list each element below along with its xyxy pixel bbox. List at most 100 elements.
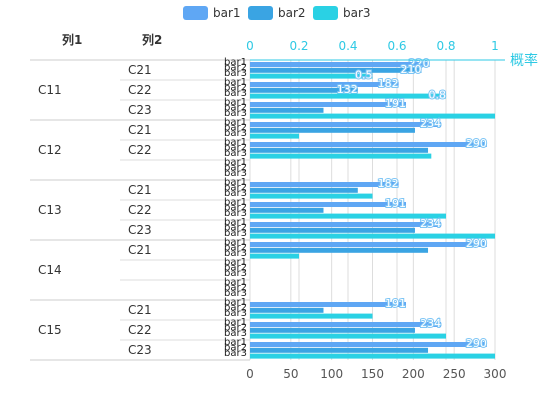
bottom-tick-label: 100 [320,367,343,381]
row-label-C21: C21 [128,183,152,197]
series-tag-bar3: bar3 [224,68,247,79]
bar-bar3 [250,133,299,139]
bar-bar3 [250,73,373,79]
bottom-tick-label: 250 [443,367,466,381]
bar-bar1 [250,302,406,307]
bar-value-label: 234 [420,317,441,330]
series-tag-bar1: bar1 [224,77,247,88]
series-tag-bar2: bar2 [224,243,247,254]
bar-bar2 [250,87,358,93]
legend-swatch-bar3[interactable] [313,6,338,20]
bar-value-label: 290 [466,137,487,150]
series-tag-bar1: bar1 [224,297,247,308]
top-axis-title: 概率 [510,52,538,69]
bar-bar2 [250,67,422,73]
bar-value-label: 191 [385,197,406,210]
series-tag-bar2: bar2 [224,163,247,174]
series-tag-bar2: bar2 [224,323,247,334]
top-tick-label: 0.6 [387,39,406,53]
series-tag-bar1: bar1 [224,177,247,188]
bottom-tick-label: 200 [402,367,425,381]
series-tag-bar3: bar3 [224,248,247,259]
series-tag-bar3: bar3 [224,308,247,319]
top-tick-label: 0.2 [289,39,308,53]
series-tag-bar3: bar3 [224,128,247,139]
legend-swatch-bar1[interactable] [183,6,208,20]
bottom-tick-label: 50 [283,367,298,381]
bar-bar3 [250,213,446,219]
series-tag-bar3: bar3 [224,348,247,359]
series-tag-bar1: bar1 [224,317,247,328]
bar-value-label: 234 [420,217,441,230]
series-tag-bar1: bar1 [224,57,247,68]
series-tag-bar1: bar1 [224,157,247,168]
series-tag-bar2: bar2 [224,103,247,114]
bar-bar1 [250,222,442,227]
top-axis: 0 0.2 0.4 0.6 0.8 1 概率 [246,39,538,69]
series-tag-bar1: bar1 [224,97,247,108]
series-tag-bar2: bar2 [224,203,247,214]
bar-bar3 [250,233,495,239]
series-tag-bar1: bar1 [224,237,247,248]
bar-bar1 [250,102,406,107]
bar-value-label: 234 [420,117,441,130]
series-tag-bar2: bar2 [224,303,247,314]
grid-lines [249,60,496,360]
legend-swatch-bar2[interactable] [248,6,273,20]
series-tag-bar3: bar3 [224,268,247,279]
top-tick-label: 0.4 [338,39,357,53]
series-tag-bar2: bar2 [224,183,247,194]
bar-bar2 [250,127,415,133]
row-label-C22: C22 [128,323,152,337]
bar-bar3 [250,193,373,199]
bar-bar1 [250,322,442,327]
bar-value-label: 182 [378,177,399,190]
series-tag-bar2: bar2 [224,83,247,94]
bar-bar2 [250,347,429,353]
header-col2: 列2 [142,32,162,47]
bar-bar3 [250,93,446,99]
table-rows: C11C12C13C14C15C21bar1bar2bar3C22bar1bar… [30,57,250,361]
bar-bar3 [250,313,373,319]
row-label-C23: C23 [128,343,152,357]
series-tag-bar3: bar3 [224,228,247,239]
bottom-tick-label: 300 [484,367,507,381]
row-label-C22: C22 [128,203,152,217]
bar-bar1 [250,122,442,127]
bar-bar3 [250,113,495,119]
series-tag-bar2: bar2 [224,283,247,294]
group-label-C13: C13 [38,203,62,217]
series-tag-bar2: bar2 [224,63,247,74]
legend[interactable]: bar1 bar2 bar3 [183,6,371,20]
series-tag-bar1: bar1 [224,197,247,208]
bar-value-label: 191 [385,297,406,310]
legend-label-bar1[interactable]: bar1 [213,6,241,20]
bar-value-label: 0.8 [429,89,447,102]
bottom-axis: 0 50 100 150 200 250 300 [246,367,506,381]
legend-label-bar3[interactable]: bar3 [343,6,371,20]
bar-bar3 [250,253,299,259]
bottom-tick-label: 150 [361,367,384,381]
legend-label-bar2[interactable]: bar2 [278,6,306,20]
row-label-C21: C21 [128,63,152,77]
header-col1: 列1 [62,32,82,47]
bar-bar2 [250,307,324,313]
series-tag-bar3: bar3 [224,148,247,159]
bar-bar1 [250,62,430,67]
series-tag-bar3: bar3 [224,288,247,299]
row-label-C23: C23 [128,223,152,237]
group-label-C15: C15 [38,323,62,337]
series-tag-bar1: bar1 [224,117,247,128]
group-label-C14: C14 [38,263,62,277]
bar-bar2 [250,247,429,253]
bar-value-label: 290 [466,237,487,250]
bottom-tick-label: 0 [246,367,254,381]
bar-bar2 [250,107,324,113]
top-tick-label: 0 [246,39,254,53]
series-tag-bar3: bar3 [224,168,247,179]
bar-value-label: 210 [401,63,422,76]
series-tag-bar3: bar3 [224,188,247,199]
series-tag-bar2: bar2 [224,343,247,354]
